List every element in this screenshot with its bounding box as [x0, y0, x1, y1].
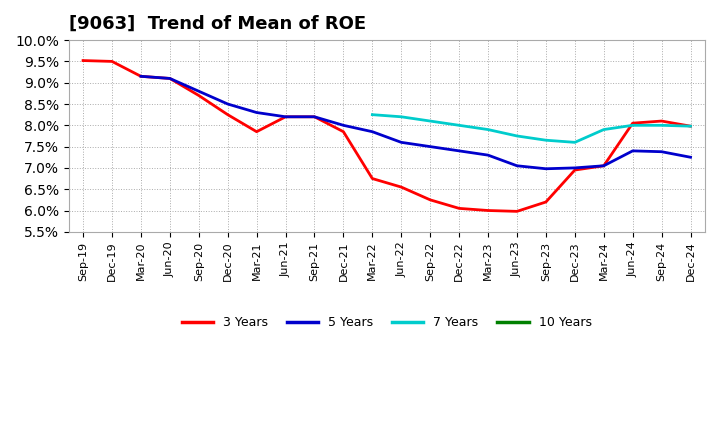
5 Years: [455, 148, 464, 154]
7 Years: [657, 123, 666, 128]
3 Years: [686, 124, 695, 129]
5 Years: [166, 76, 174, 81]
Line: 5 Years: 5 Years: [141, 76, 690, 169]
3 Years: [137, 73, 145, 79]
3 Years: [600, 163, 608, 169]
5 Years: [310, 114, 319, 119]
7 Years: [570, 140, 579, 145]
5 Years: [223, 101, 232, 106]
3 Years: [657, 118, 666, 124]
3 Years: [513, 209, 521, 214]
3 Years: [570, 167, 579, 172]
3 Years: [223, 112, 232, 117]
5 Years: [629, 148, 637, 154]
3 Years: [282, 114, 290, 119]
7 Years: [426, 118, 434, 124]
3 Years: [166, 76, 174, 81]
Legend: 3 Years, 5 Years, 7 Years, 10 Years: 3 Years, 5 Years, 7 Years, 10 Years: [177, 311, 597, 334]
3 Years: [629, 121, 637, 126]
3 Years: [339, 129, 348, 134]
3 Years: [78, 58, 87, 63]
5 Years: [657, 149, 666, 154]
7 Years: [397, 114, 405, 119]
3 Years: [484, 208, 492, 213]
7 Years: [541, 138, 550, 143]
7 Years: [513, 133, 521, 139]
5 Years: [484, 153, 492, 158]
5 Years: [513, 163, 521, 169]
5 Years: [600, 163, 608, 169]
3 Years: [455, 206, 464, 211]
3 Years: [252, 129, 261, 134]
3 Years: [541, 199, 550, 205]
3 Years: [194, 93, 203, 98]
Text: [9063]  Trend of Mean of ROE: [9063] Trend of Mean of ROE: [68, 15, 366, 33]
7 Years: [686, 124, 695, 129]
5 Years: [686, 154, 695, 160]
5 Years: [137, 73, 145, 79]
5 Years: [426, 144, 434, 149]
5 Years: [339, 123, 348, 128]
Line: 3 Years: 3 Years: [83, 61, 690, 211]
5 Years: [397, 140, 405, 145]
3 Years: [426, 197, 434, 202]
3 Years: [310, 114, 319, 119]
7 Years: [629, 123, 637, 128]
7 Years: [368, 112, 377, 117]
7 Years: [600, 127, 608, 132]
7 Years: [455, 123, 464, 128]
Line: 7 Years: 7 Years: [372, 115, 690, 143]
5 Years: [368, 129, 377, 134]
3 Years: [397, 184, 405, 190]
5 Years: [541, 166, 550, 172]
5 Years: [570, 165, 579, 171]
3 Years: [368, 176, 377, 181]
5 Years: [282, 114, 290, 119]
3 Years: [108, 59, 117, 64]
7 Years: [484, 127, 492, 132]
5 Years: [252, 110, 261, 115]
5 Years: [194, 88, 203, 94]
